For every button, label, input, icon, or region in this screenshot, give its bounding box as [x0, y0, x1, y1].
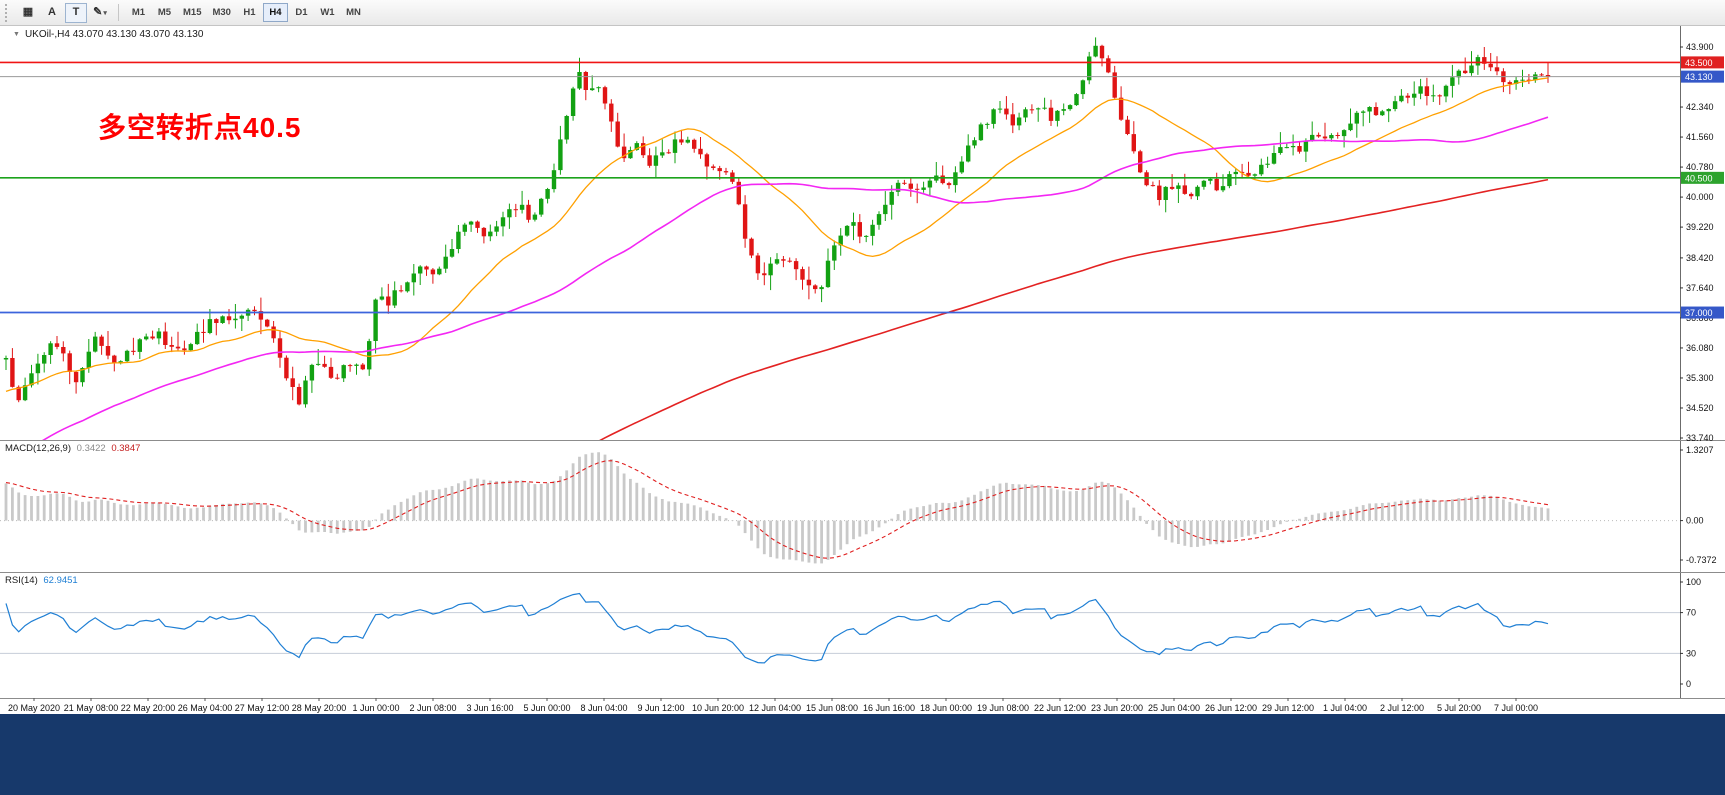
annotation-text[interactable]: 多空转折点40.5 [98, 112, 302, 143]
svg-text:39.220: 39.220 [1686, 222, 1714, 232]
svg-text:26 Jun 12:00: 26 Jun 12:00 [1205, 703, 1257, 713]
svg-text:29 Jun 12:00: 29 Jun 12:00 [1262, 703, 1314, 713]
svg-text:1.3207: 1.3207 [1686, 445, 1714, 455]
svg-text:18 Jun 00:00: 18 Jun 00:00 [920, 703, 972, 713]
timeframe-m15-button[interactable]: M15 [178, 3, 206, 22]
svg-text:70: 70 [1686, 608, 1696, 618]
svg-text:40.780: 40.780 [1686, 162, 1714, 172]
chart-canvas[interactable]: 43.900 42.340 41.560 40.780 40.000 39.220 38.4… [0, 26, 1725, 714]
svg-text:43.130: 43.130 [1685, 72, 1713, 82]
svg-text:41.560: 41.560 [1686, 132, 1714, 142]
svg-text:2 Jun 08:00: 2 Jun 08:00 [409, 703, 456, 713]
price-axis[interactable]: 43.900 42.340 41.560 40.780 40.000 39.220 38.4… [1680, 42, 1714, 443]
svg-text:2 Jul 12:00: 2 Jul 12:00 [1380, 703, 1424, 713]
candles-series [3, 37, 1551, 408]
svg-text:16 Jun 16:00: 16 Jun 16:00 [863, 703, 915, 713]
svg-text:19 Jun 08:00: 19 Jun 08:00 [977, 703, 1029, 713]
text-label-icon[interactable]: T [65, 2, 87, 23]
svg-text:5 Jul 20:00: 5 Jul 20:00 [1437, 703, 1481, 713]
svg-text:22 Jun 12:00: 22 Jun 12:00 [1034, 703, 1086, 713]
support-line-badge: 37.000 [1681, 306, 1724, 319]
svg-text:35.300: 35.300 [1686, 373, 1714, 383]
ma-slow-line [599, 178, 1549, 440]
ma-fast-line [5, 77, 1549, 393]
macd-signal-line [5, 460, 1549, 559]
svg-text:25 Jun 04:00: 25 Jun 04:00 [1148, 703, 1200, 713]
timeframe-m5-button[interactable]: M5 [152, 3, 177, 22]
svg-text:15 Jun 08:00: 15 Jun 08:00 [806, 703, 858, 713]
timeframe-d1-button[interactable]: D1 [289, 3, 314, 22]
ma-mid-line [42, 116, 1549, 440]
svg-text:1 Jun 00:00: 1 Jun 00:00 [352, 703, 399, 713]
svg-text:30: 30 [1686, 648, 1696, 658]
svg-text:8 Jun 04:00: 8 Jun 04:00 [580, 703, 627, 713]
svg-text:40.000: 40.000 [1686, 192, 1714, 202]
toolbar: ▦ A T ✎ ▾ M1 M5 M15 M30 H1 H4 D1 W1 MN [0, 0, 1725, 26]
chart-title: ▼ UKOil-,H4 43.070 43.130 43.070 43.130 [13, 29, 203, 40]
rsi-line [5, 592, 1549, 664]
macd-signal-value: 0.3847 [111, 443, 141, 454]
svg-text:3 Jun 16:00: 3 Jun 16:00 [466, 703, 513, 713]
svg-text:34.520: 34.520 [1686, 403, 1714, 413]
svg-text:28 May 20:00: 28 May 20:00 [292, 703, 347, 713]
svg-text:12 Jun 04:00: 12 Jun 04:00 [749, 703, 801, 713]
svg-text:100: 100 [1686, 577, 1701, 587]
timeframe-m1-button[interactable]: M1 [126, 3, 151, 22]
svg-text:10 Jun 20:00: 10 Jun 20:00 [692, 703, 744, 713]
rsi-indicator-label: RSI(14) 62.9451 [5, 575, 78, 586]
svg-text:7 Jul 00:00: 7 Jul 00:00 [1494, 703, 1538, 713]
charts-window-icon[interactable]: ▦ [17, 3, 39, 23]
svg-text:36.080: 36.080 [1686, 343, 1714, 353]
svg-text:37.000: 37.000 [1685, 308, 1713, 318]
svg-text:5 Jun 00:00: 5 Jun 00:00 [523, 703, 570, 713]
toolbar-icons: ▦ A T ✎ ▾ [17, 2, 111, 23]
svg-text:1 Jul 04:00: 1 Jul 04:00 [1323, 703, 1367, 713]
cursor-arrow-icon[interactable]: A [41, 3, 63, 23]
timeframe-h1-button[interactable]: H1 [237, 3, 262, 22]
symbol-ohlc-label: UKOil-,H4 43.070 43.130 43.070 43.130 [24, 29, 204, 40]
resistance-line-badge: 43.500 [1681, 56, 1724, 69]
rsi-name: RSI(14) [5, 575, 38, 586]
chart-area[interactable]: 43.900 42.340 41.560 40.780 40.000 39.220 38.4… [0, 26, 1725, 714]
svg-text:43.500: 43.500 [1685, 58, 1713, 68]
svg-text:37.640: 37.640 [1686, 283, 1714, 293]
svg-text:9 Jun 12:00: 9 Jun 12:00 [637, 703, 684, 713]
taskbar [0, 714, 1725, 795]
collapse-arrow-icon[interactable]: ▼ [13, 31, 20, 38]
toolbar-grip[interactable] [5, 3, 11, 22]
timeframe-toolbar: M1 M5 M15 M30 H1 H4 D1 W1 MN [126, 3, 366, 22]
svg-text:43.900: 43.900 [1686, 42, 1714, 52]
svg-text:22 May 20:00: 22 May 20:00 [121, 703, 176, 713]
svg-text:27 May 12:00: 27 May 12:00 [235, 703, 290, 713]
macd-histogram [4, 452, 1550, 564]
svg-text:0.00: 0.00 [1686, 516, 1704, 526]
rsi-value: 62.9451 [43, 575, 78, 586]
timeframe-m30-button[interactable]: M30 [207, 3, 235, 22]
current-price-line-badge: 43.130 [1681, 70, 1724, 83]
svg-text:0: 0 [1686, 679, 1691, 689]
draw-tools-icon[interactable]: ✎ ▾ [89, 3, 111, 23]
svg-text:21 May 08:00: 21 May 08:00 [64, 703, 119, 713]
svg-text:33.740: 33.740 [1686, 433, 1714, 443]
svg-text:40.500: 40.500 [1685, 173, 1713, 183]
timeframe-h4-button[interactable]: H4 [262, 3, 288, 22]
svg-text:26 May 04:00: 26 May 04:00 [178, 703, 233, 713]
time-axis[interactable]: 20 May 2020 21 May 08:00 22 May 20:00 26 Ma… [8, 698, 1538, 713]
macd-main-value: 0.3422 [76, 443, 106, 454]
toolbar-separator [118, 4, 119, 21]
macd-name: MACD(12,26,9) [5, 443, 71, 454]
svg-text:38.420: 38.420 [1686, 253, 1714, 263]
timeframe-mn-button[interactable]: MN [341, 3, 366, 22]
macd-indicator-label: MACD(12,26,9) 0.3422 0.3847 [5, 443, 140, 454]
svg-text:20 May 2020: 20 May 2020 [8, 703, 60, 713]
svg-text:42.340: 42.340 [1686, 102, 1714, 112]
svg-text:23 Jun 20:00: 23 Jun 20:00 [1091, 703, 1143, 713]
timeframe-w1-button[interactable]: W1 [315, 3, 340, 22]
svg-text:-0.7372: -0.7372 [1686, 555, 1717, 565]
pivot-line-badge: 40.500 [1681, 171, 1724, 184]
